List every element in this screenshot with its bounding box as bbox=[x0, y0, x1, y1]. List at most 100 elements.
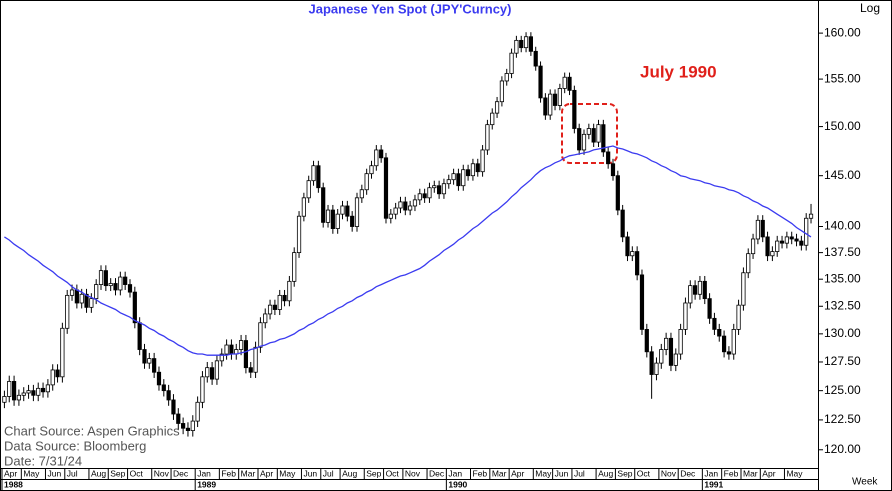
candle-body bbox=[427, 187, 432, 199]
candle-body bbox=[683, 302, 688, 330]
candle-body bbox=[702, 280, 707, 300]
candle-body bbox=[176, 413, 181, 424]
candle-body bbox=[393, 207, 398, 215]
candle-body bbox=[639, 274, 645, 330]
candle-body bbox=[784, 236, 789, 244]
candle-body bbox=[504, 73, 509, 82]
candle-body bbox=[470, 163, 476, 177]
candle-body bbox=[610, 163, 616, 177]
candle-body bbox=[195, 401, 200, 422]
candle-body bbox=[620, 209, 625, 238]
scale-label: Log bbox=[860, 1, 880, 15]
candle-body bbox=[156, 371, 162, 386]
candle-body bbox=[543, 97, 548, 116]
candle-body bbox=[330, 209, 335, 229]
candle-body bbox=[11, 381, 17, 401]
x-tick-label: Apr bbox=[511, 468, 524, 478]
candle-body bbox=[147, 358, 152, 364]
candle-body bbox=[475, 163, 480, 173]
candle-body bbox=[243, 340, 249, 369]
candle-body bbox=[229, 344, 234, 355]
candle-body bbox=[577, 128, 582, 151]
candle-body bbox=[98, 270, 104, 285]
candle-body bbox=[118, 276, 123, 291]
candle-body bbox=[113, 283, 118, 291]
x-tick-label: Feb bbox=[221, 468, 236, 478]
candle-body bbox=[31, 390, 36, 396]
x-tick-label: Apr bbox=[4, 468, 17, 478]
candle-body bbox=[799, 240, 804, 246]
candle-body bbox=[726, 351, 732, 355]
candle-body bbox=[707, 298, 712, 319]
candle-body bbox=[538, 65, 543, 99]
y-tick-label: 140.00 bbox=[824, 219, 861, 233]
candle-body bbox=[2, 396, 7, 403]
candle-body bbox=[630, 251, 635, 257]
chart-title: Japanese Yen Spot (JPY'Curncy) bbox=[309, 1, 512, 16]
y-tick-label: 160.00 bbox=[824, 25, 861, 39]
x-tick-label: May bbox=[23, 468, 40, 478]
x-tick-label: Jun bbox=[47, 468, 61, 478]
source-line: Chart Source: Aspen Graphics bbox=[4, 423, 180, 438]
candle-body bbox=[693, 285, 698, 295]
candle-body bbox=[446, 179, 451, 185]
x-tick-label: Jan bbox=[704, 468, 718, 478]
candle-body bbox=[287, 280, 292, 302]
x-tick-label: May bbox=[535, 468, 552, 478]
x-tick-label: Jul bbox=[67, 468, 78, 478]
y-tick-label: 137.50 bbox=[824, 245, 861, 259]
candle-body bbox=[422, 193, 427, 199]
candle-body bbox=[16, 394, 22, 401]
candle-body bbox=[69, 289, 75, 296]
candle-body bbox=[364, 173, 369, 191]
candle-body bbox=[581, 133, 587, 151]
x-tick-label: Mar bbox=[241, 468, 256, 478]
candle-body bbox=[132, 291, 137, 324]
x-tick-label: Apr bbox=[260, 468, 273, 478]
candle-body bbox=[282, 294, 287, 302]
x-tick-label: Feb bbox=[473, 468, 488, 478]
candle-body bbox=[292, 252, 297, 282]
candle-body bbox=[152, 358, 157, 373]
candle-body bbox=[779, 240, 785, 244]
candle-body bbox=[103, 270, 108, 287]
candle-body bbox=[736, 304, 741, 330]
candle-body bbox=[451, 173, 456, 181]
x-tick-label: Jan bbox=[197, 468, 211, 478]
candle-body bbox=[789, 236, 794, 240]
candle-body bbox=[649, 351, 654, 375]
x-tick-label: Nov bbox=[405, 468, 421, 478]
candle-body bbox=[625, 236, 630, 257]
candle-body bbox=[456, 173, 461, 187]
candle-body bbox=[335, 213, 340, 229]
candle-body bbox=[644, 329, 649, 353]
candle-body bbox=[137, 322, 142, 350]
y-tick-label: 122.50 bbox=[824, 412, 861, 426]
candle-body bbox=[258, 322, 263, 348]
candle-body bbox=[316, 165, 321, 189]
x-tick-label: Dec bbox=[173, 468, 189, 478]
x-tick-label: Dec bbox=[429, 468, 445, 478]
year-label: 1988 bbox=[4, 479, 23, 489]
candle-body bbox=[123, 276, 128, 285]
candle-body bbox=[388, 213, 393, 219]
candle-body bbox=[311, 165, 316, 182]
y-tick-label: 127.50 bbox=[824, 354, 861, 368]
x-tick-label: Sep bbox=[366, 468, 381, 478]
candle-body bbox=[417, 193, 422, 201]
candle-body bbox=[659, 349, 664, 364]
candle-body bbox=[354, 197, 360, 227]
candle-body bbox=[127, 284, 133, 293]
candle-body bbox=[412, 199, 418, 207]
x-tick-label: Oct bbox=[637, 468, 651, 478]
candle-body bbox=[7, 381, 12, 397]
highlight-box bbox=[561, 103, 618, 164]
candle-body bbox=[340, 205, 345, 215]
candle-body bbox=[750, 238, 756, 255]
candle-body bbox=[21, 392, 26, 396]
candle-body bbox=[562, 76, 567, 89]
candle-body bbox=[441, 183, 447, 195]
candle-body bbox=[688, 285, 693, 304]
